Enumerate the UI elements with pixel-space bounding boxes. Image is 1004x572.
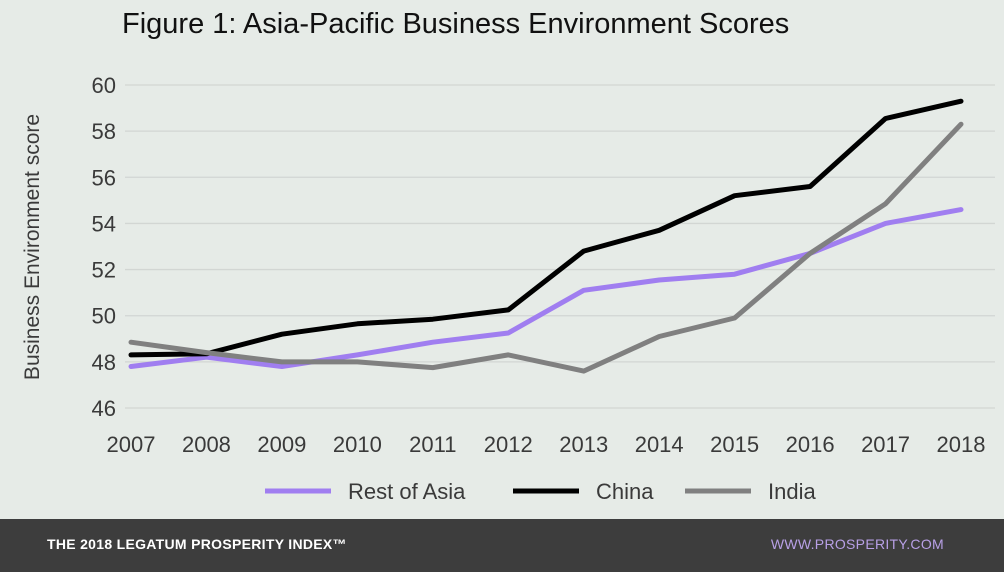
x-tick-label: 2018 [937,432,986,457]
x-tick-label: 2016 [786,432,835,457]
series-line-india [128,121,964,374]
x-tick-label: 2014 [635,432,684,457]
y-tick-label: 46 [92,396,116,421]
y-tick-label: 58 [92,119,116,144]
y-tick-label: 50 [92,304,116,329]
legend-item-china: China [513,479,654,504]
x-tick-label: 2015 [710,432,759,457]
x-tick-label: 2010 [333,432,382,457]
x-tick-label: 2011 [409,432,456,457]
y-tick-label: 48 [92,350,116,375]
line-chart: 46 48 50 52 54 56 58 60 2007 2008 2009 2010 2011 201… [92,73,995,504]
series-line-rest-of-asia [128,207,964,369]
y-tick-label: 54 [92,211,116,236]
x-tick-label: 2008 [182,432,231,457]
series-line-china [128,98,964,358]
y-tick-label: 60 [92,73,116,98]
chart-title: Figure 1: Asia-Pacific Business Environm… [122,8,790,40]
legend-label: India [768,479,816,504]
footer-brand-text: THE 2018 LEGATUM PROSPERITY INDEX™ [47,536,347,552]
footer-bar: THE 2018 LEGATUM PROSPERITY INDEX™ WWW.P… [0,519,1004,572]
x-tick-label: 2012 [484,432,533,457]
x-tick-label: 2017 [861,432,910,457]
legend-item-rest-of-asia: Rest of Asia [265,479,466,504]
y-tick-label: 52 [92,258,116,283]
x-tick-label: 2009 [257,432,306,457]
y-tick-label: 56 [92,165,116,190]
legend-label: China [596,479,654,504]
x-tick-label: 2007 [107,432,156,457]
legend-label: Rest of Asia [348,479,466,504]
footer-website-link[interactable]: WWW.PROSPERITY.COM [770,536,944,552]
x-tick-label: 2013 [559,432,608,457]
legend-item-india: India [685,479,816,504]
